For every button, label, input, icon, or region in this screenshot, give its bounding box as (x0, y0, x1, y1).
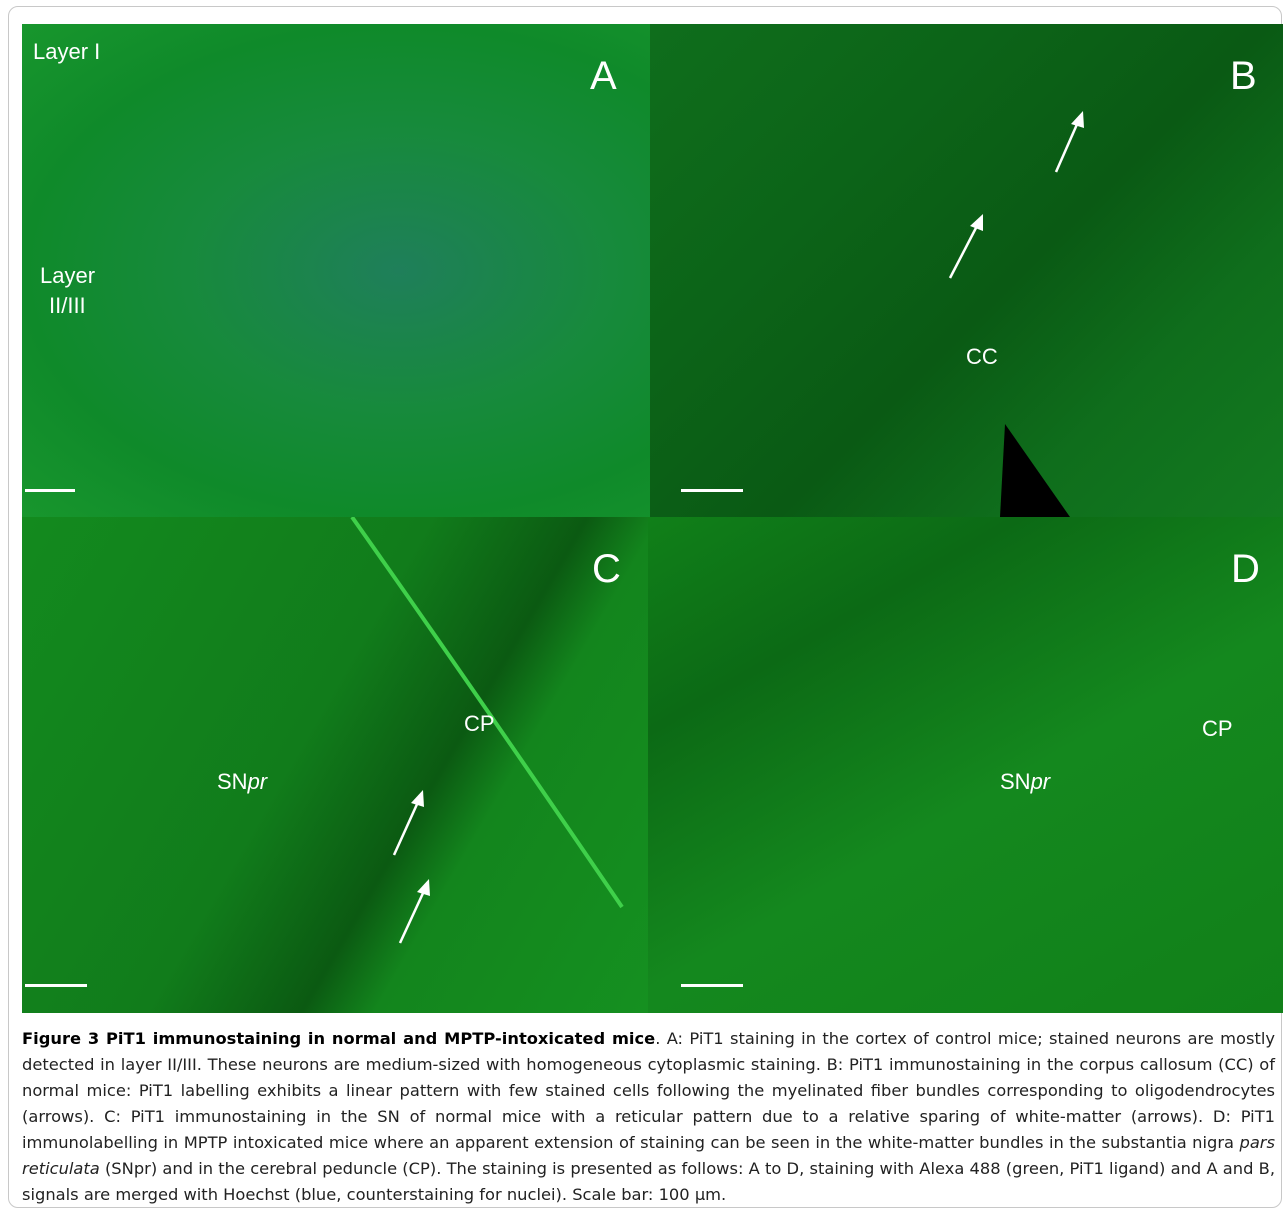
caption-title: Figure 3 PiT1 immunostaining in normal a… (22, 1029, 655, 1048)
scale-bar (25, 489, 75, 492)
panel-b: B CC (650, 24, 1283, 517)
arrow (950, 224, 978, 278)
panel-letter: A (590, 56, 617, 96)
label: CP (464, 713, 495, 735)
label: Layer I (33, 41, 100, 63)
region-main: SN (217, 769, 248, 794)
region-italic: pr (248, 769, 268, 794)
region-label: SNpr (217, 771, 267, 793)
arrow (400, 891, 424, 943)
arrow (1056, 122, 1078, 172)
region-label: SNpr (1000, 771, 1050, 793)
scale-bar (681, 489, 743, 492)
panel-c: C CP SNpr (22, 517, 648, 1013)
region-italic: pr (1031, 769, 1051, 794)
panel-letter: D (1231, 549, 1260, 589)
scale-bar (25, 984, 87, 987)
page: A Layer I Layer II/III B CC C CP SNpr D … (0, 0, 1287, 1214)
region-main: SN (1000, 769, 1031, 794)
panel-a: A Layer I Layer II/III (22, 24, 650, 517)
panel-letter: C (592, 549, 621, 589)
arrowhead (1071, 111, 1084, 128)
scale-bar (681, 984, 743, 987)
caption-text: (SNpr) and in the cerebral peduncle (CP)… (22, 1159, 1275, 1204)
arrow (394, 802, 418, 855)
label: II/III (49, 295, 86, 317)
arrowhead (970, 214, 983, 231)
label: CP (1202, 718, 1233, 740)
decorations (22, 517, 648, 1013)
arrowhead (417, 879, 430, 896)
caption: Figure 3 PiT1 immunostaining in normal a… (22, 1026, 1275, 1208)
arrowhead (411, 790, 424, 807)
dark-region (1000, 424, 1070, 517)
label: Layer (40, 265, 95, 287)
panel-d: D CP SNpr (648, 517, 1283, 1013)
label: CC (966, 346, 998, 368)
panel-letter: B (1230, 56, 1257, 96)
decorations (650, 24, 1283, 517)
